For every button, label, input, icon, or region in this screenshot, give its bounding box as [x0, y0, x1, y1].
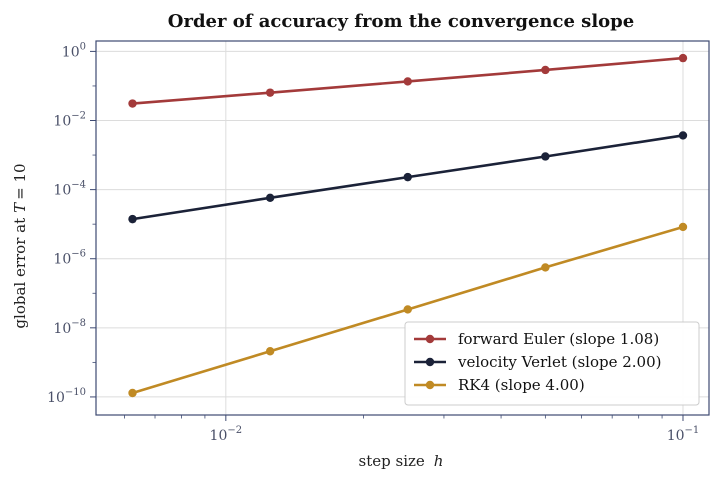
- y-tick-exp: −8: [71, 318, 86, 329]
- y-tick-exp: 0: [80, 41, 86, 52]
- data-series: [128, 53, 688, 398]
- series-point: [541, 263, 550, 272]
- plot-frame: [95, 40, 710, 416]
- series-point: [403, 305, 412, 314]
- x-tick-exp: −1: [685, 425, 700, 436]
- x-tick-label: 10−1: [667, 425, 700, 444]
- y-tick-exp: −6: [71, 249, 86, 260]
- series-point: [403, 77, 412, 86]
- y-axis-label-text: global error at: [11, 218, 29, 329]
- y-tick-exp: −4: [71, 180, 86, 191]
- y-tick-base: 10: [62, 44, 80, 60]
- legend-entry: forward Euler (slope 1.08): [414, 330, 659, 348]
- series-point: [128, 388, 137, 398]
- y-tick-label: 10−6: [53, 249, 86, 268]
- y-tick-base: 10: [53, 114, 71, 130]
- y-tick-label: 10−10: [47, 387, 86, 406]
- legend-label: RK4 (slope 4.00): [458, 376, 585, 394]
- x-tick-label: 10−2: [210, 425, 243, 444]
- legend-marker: [425, 334, 435, 344]
- y-tick-label: 100: [62, 41, 86, 60]
- y-tick-base: 10: [53, 183, 71, 199]
- legend-label: forward Euler (slope 1.08): [458, 330, 659, 348]
- y-axis-label-var: T: [11, 202, 29, 213]
- grid-lines: [96, 41, 709, 415]
- series-group: [128, 131, 688, 224]
- series-point: [403, 172, 412, 182]
- x-axis-label-text: step size: [359, 452, 425, 470]
- chart-title: Order of accuracy from the convergence s…: [168, 11, 634, 32]
- y-tick-base: 10: [53, 252, 71, 268]
- series-point: [541, 65, 550, 75]
- legend-entry: velocity Verlet (slope 2.00): [414, 353, 662, 371]
- y-axis-label: global error at T = 10: [11, 163, 29, 328]
- series-point: [541, 152, 550, 161]
- y-tick-label: 10−4: [53, 180, 86, 199]
- x-axis-label: step size h: [359, 452, 444, 470]
- x-tick-base: 10: [667, 428, 685, 444]
- series-point: [678, 131, 688, 140]
- series-point: [128, 99, 137, 108]
- y-tick-base: 10: [53, 321, 71, 337]
- series-group: [128, 222, 688, 398]
- series-point: [128, 214, 137, 224]
- series-point: [265, 193, 275, 202]
- x-tick-exp: −2: [227, 425, 242, 436]
- y-axis-label-suffix: = 10: [11, 163, 29, 199]
- y-tick-exp: −10: [65, 387, 86, 398]
- y-tick-base: 10: [47, 390, 65, 406]
- legend-label: velocity Verlet (slope 2.00): [457, 353, 662, 371]
- legend-marker: [425, 380, 435, 390]
- y-tick-exp: −2: [71, 111, 86, 122]
- series-point: [265, 347, 275, 356]
- legend-entry: RK4 (slope 4.00): [414, 376, 585, 394]
- legend: forward Euler (slope 1.08) velocity Verle…: [404, 321, 700, 406]
- legend-marker: [425, 357, 435, 367]
- x-axis-label-var: h: [434, 452, 444, 470]
- x-tick-base: 10: [210, 428, 228, 444]
- y-tick-label: 10−2: [53, 111, 86, 130]
- legend-box: [404, 321, 700, 406]
- series-point: [678, 53, 688, 63]
- series-group: [128, 53, 688, 108]
- series-point: [265, 88, 275, 97]
- y-tick-label: 10−8: [53, 318, 86, 337]
- series-point: [678, 222, 688, 232]
